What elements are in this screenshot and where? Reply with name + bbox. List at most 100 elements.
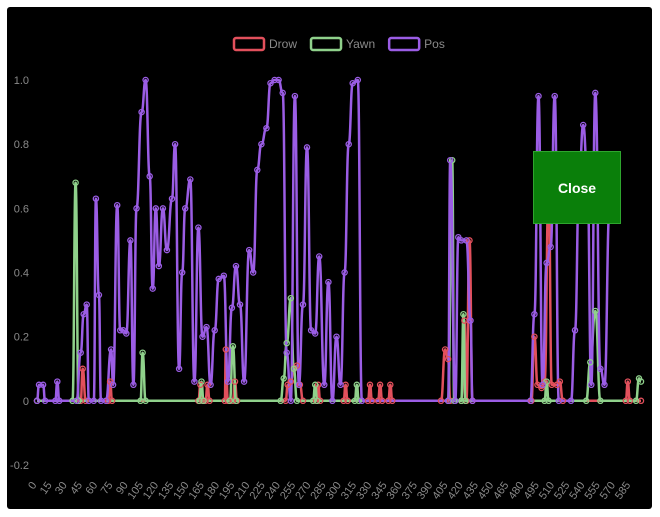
data-point-drow [299, 397, 307, 405]
data-point-pos [601, 381, 608, 389]
data-point-pos [571, 327, 579, 334]
data-point-pos [146, 173, 153, 180]
data-point-pos [127, 237, 134, 244]
data-point-pos [299, 301, 307, 308]
data-point-yawn [632, 397, 640, 405]
data-point-pos [33, 397, 41, 405]
x-tick-label: 585 [613, 480, 633, 502]
data-point-pos [597, 365, 604, 373]
data-point-yawn [351, 397, 359, 405]
data-point-pos [133, 205, 140, 212]
legend-label: Yawn [346, 37, 375, 51]
data-point-drow [559, 397, 567, 405]
data-point-pos [191, 378, 198, 385]
line-chart: Drow Yawn Pos -0.200.20.40.60.81.0 0153045… [10, 36, 645, 502]
data-point-drow [314, 381, 322, 389]
data-point-yawn [75, 397, 82, 405]
data-point-drow [82, 397, 89, 405]
data-point-pos [163, 246, 171, 254]
close-button[interactable]: Close [533, 151, 621, 224]
data-point-drow [461, 317, 468, 324]
data-point-pos [555, 397, 563, 405]
data-point-pos [52, 397, 59, 405]
data-point-drow [378, 397, 386, 405]
data-point-yawn [280, 375, 287, 382]
data-point-pos [325, 278, 332, 286]
data-point-pos [102, 397, 110, 405]
data-point-pos [195, 224, 202, 231]
data-point-drow [389, 397, 396, 405]
data-point-yawn [293, 397, 301, 405]
data-point-yawn [587, 359, 594, 366]
data-point-pos [95, 291, 103, 299]
y-tick-label: 0.4 [14, 268, 29, 280]
data-point-pos [181, 205, 189, 212]
data-point-drow [624, 378, 632, 385]
data-point-yawn [311, 381, 319, 389]
data-point-pos [39, 381, 47, 389]
x-tick-label: 45 [68, 480, 85, 497]
data-point-pos [295, 381, 303, 389]
data-point-drow [368, 397, 376, 405]
x-tick-label: 60 [84, 480, 101, 497]
data-point-pos [83, 301, 90, 308]
data-point-yawn [637, 378, 645, 385]
data-point-pos [291, 92, 299, 100]
data-point-pos [73, 397, 80, 405]
data-point-pos [41, 397, 49, 405]
data-point-yawn [597, 397, 604, 405]
data-point-pos [178, 269, 186, 276]
data-point-pos [245, 246, 253, 254]
data-point-pos [254, 166, 261, 174]
data-point-drow [626, 397, 634, 405]
data-point-pos [349, 79, 356, 87]
data-point-pos [199, 333, 206, 340]
data-point-pos [142, 76, 149, 84]
data-point-drow [622, 397, 630, 405]
data-point-drow [538, 384, 545, 392]
data-point-pos [463, 237, 470, 244]
data-point-drow [366, 381, 374, 389]
data-point-drow [437, 397, 445, 405]
data-point-yawn [283, 339, 290, 347]
data-point-pos [275, 76, 282, 84]
y-tick-label: 1.0 [14, 75, 29, 87]
data-point-pos [80, 310, 87, 318]
data-point-drow [344, 397, 351, 405]
data-point-drow [374, 397, 382, 405]
series-line-pos [35, 78, 611, 403]
data-point-pos [77, 349, 84, 356]
x-tick-label: 75 [99, 480, 116, 497]
data-point-yawn [582, 397, 590, 405]
data-point-pos [588, 381, 595, 389]
data-point-pos [232, 262, 240, 270]
data-point-yawn [226, 397, 234, 405]
data-point-pos [92, 195, 100, 202]
data-point-pos [531, 310, 538, 318]
data-point-drow [108, 397, 116, 405]
data-point-pos [35, 381, 43, 389]
data-point-pos [138, 108, 145, 116]
x-axis-ticks: 0153045607590105120135150165180195210225… [26, 480, 633, 502]
data-point-drow [556, 378, 564, 385]
data-point-yawn [72, 179, 79, 186]
chart-panel: Drow Yawn Pos -0.2 0 0.2 0.4 0.6 0.8 1.0 0 15 30 45… [7, 7, 652, 509]
y-tick-label: 0.6 [14, 203, 29, 215]
data-point-pos [543, 259, 550, 267]
legend-swatch [232, 36, 266, 52]
data-point-pos [469, 397, 476, 405]
data-point-drow [231, 378, 239, 385]
data-point-drow [204, 381, 211, 389]
data-point-pos [203, 323, 210, 331]
data-point-yawn [460, 310, 467, 318]
data-point-pos [240, 378, 248, 385]
data-point-pos [341, 269, 348, 276]
data-point-pos [446, 156, 454, 164]
data-point-pos [211, 327, 218, 334]
data-point-pos [168, 195, 176, 202]
data-point-yawn [313, 397, 321, 405]
data-point-yawn [462, 397, 469, 405]
data-point-pos [149, 285, 156, 292]
data-point-drow [444, 355, 452, 363]
data-point-pos [315, 253, 323, 260]
